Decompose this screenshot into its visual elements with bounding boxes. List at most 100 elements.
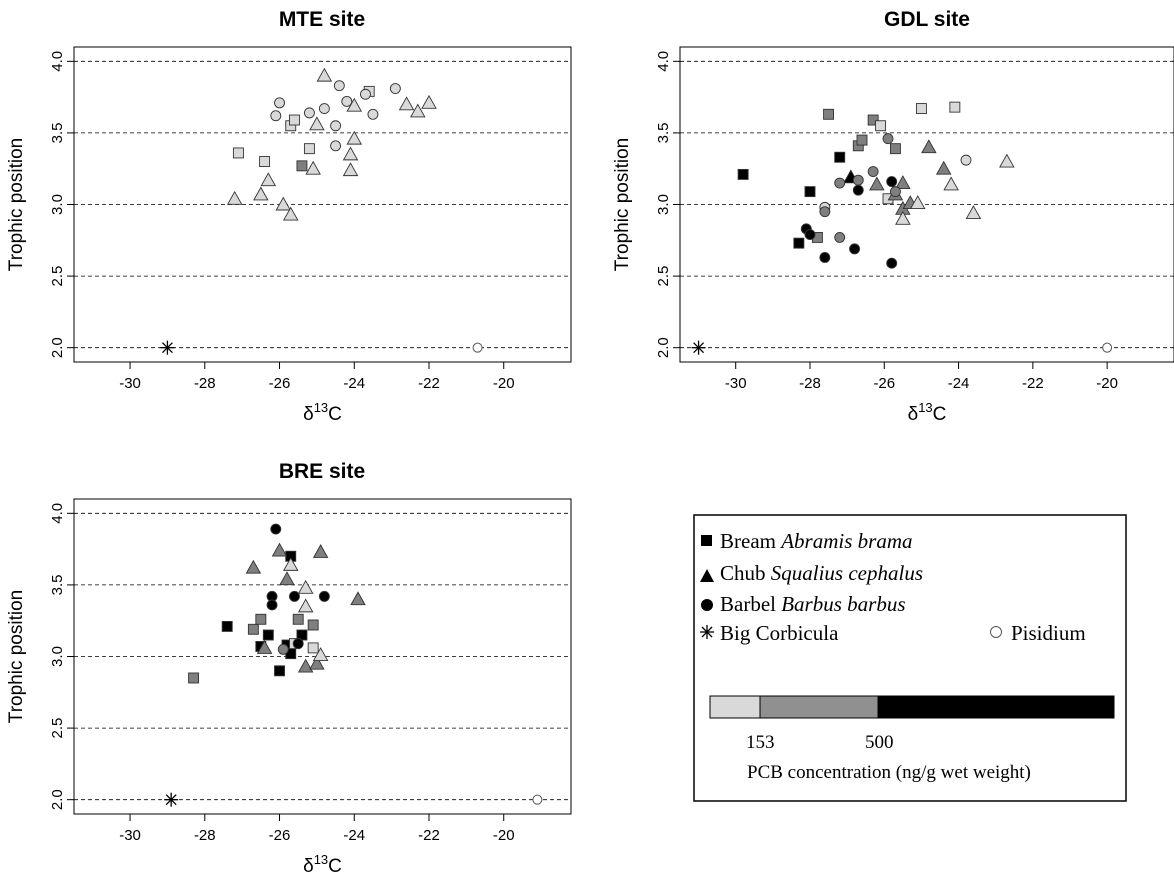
point-barbel xyxy=(292,638,304,650)
point-bream xyxy=(289,114,300,126)
y-tick-label: 3.5 xyxy=(49,574,66,595)
scale-low-segment xyxy=(709,695,761,719)
y-tick-label: 2.0 xyxy=(49,337,66,358)
point-pisidium xyxy=(532,794,543,805)
y-tick-label: 4.0 xyxy=(49,503,66,524)
y-tick-label: 3.0 xyxy=(49,646,66,667)
y-axis-label: Trophic position xyxy=(6,138,27,271)
point-bream xyxy=(737,168,749,180)
legend-pisidium-circle-icon xyxy=(990,626,1002,638)
point-chub xyxy=(312,647,329,662)
point-chub xyxy=(943,176,959,191)
point-bream xyxy=(867,114,879,126)
point-barbel xyxy=(341,95,353,107)
point-chub xyxy=(312,544,329,558)
point-barbel xyxy=(318,590,330,602)
point-bream xyxy=(292,613,304,625)
chart-title: GDL site xyxy=(884,8,970,31)
x-axis-label: δ13C xyxy=(908,400,947,425)
point-corbicula xyxy=(691,340,706,355)
point-bream xyxy=(221,620,233,632)
point-bream xyxy=(188,672,200,684)
point-chub xyxy=(895,175,911,189)
point-barbel xyxy=(852,174,864,186)
point-chub xyxy=(297,598,314,613)
point-chub xyxy=(410,103,426,118)
x-tick-label: -22 xyxy=(418,375,440,392)
chart-title: MTE site xyxy=(279,8,365,31)
point-barbel xyxy=(834,177,846,189)
x-tick-label: -26 xyxy=(269,375,291,392)
point-barbel xyxy=(886,176,898,188)
point-chub xyxy=(342,146,359,161)
point-barbel xyxy=(274,97,285,109)
point-corbicula xyxy=(160,340,175,355)
point-barbel xyxy=(882,133,894,145)
point-barbel xyxy=(389,83,401,94)
legend-barbel-circle-icon xyxy=(701,599,713,611)
point-chub xyxy=(965,205,982,220)
point-chub xyxy=(342,162,359,177)
point-barbel xyxy=(303,107,315,119)
point-chub xyxy=(282,206,299,221)
point-chub xyxy=(275,196,292,211)
point-barbel xyxy=(360,88,371,100)
point-barbel xyxy=(886,257,898,269)
point-barbel xyxy=(834,231,846,243)
x-tick-label: -28 xyxy=(799,375,821,392)
point-chub xyxy=(999,153,1015,168)
y-tick-label: 3.5 xyxy=(49,122,66,143)
point-bream xyxy=(259,156,271,167)
y-tick-label: 2.0 xyxy=(49,789,66,810)
point-barbel xyxy=(333,80,345,92)
point-pisidium xyxy=(1102,342,1113,353)
point-barbel xyxy=(270,523,282,535)
point-bream xyxy=(889,143,901,155)
x-tick-label: -26 xyxy=(269,827,291,844)
x-tick-label: -20 xyxy=(493,375,515,392)
scale-label: PCB concentration (ng/g wet weight) xyxy=(747,762,1031,783)
pcb-color-scale xyxy=(709,695,1115,719)
y-axis-label: Trophic position xyxy=(612,138,633,271)
point-chub xyxy=(869,176,885,191)
point-barbel xyxy=(289,590,300,602)
point-bream xyxy=(875,120,887,132)
legend-pisidium: Pisidium xyxy=(1011,621,1086,645)
point-chub xyxy=(309,116,325,131)
x-tick-label: -26 xyxy=(873,375,895,392)
point-chub xyxy=(398,96,415,111)
point-chub xyxy=(256,639,273,654)
y-tick-label: 3.0 xyxy=(49,194,66,215)
scale-tick-500: 500 xyxy=(865,732,894,753)
point-chub xyxy=(909,195,926,210)
point-barbel xyxy=(867,166,879,178)
point-chub xyxy=(350,591,366,606)
legend-bream: Bream Abramis brama xyxy=(720,529,913,553)
point-pisidium xyxy=(472,342,483,353)
point-barbel xyxy=(889,186,901,198)
point-bream xyxy=(232,147,244,159)
scale-mid-segment xyxy=(759,695,879,719)
point-bream xyxy=(274,665,285,677)
x-tick-label: -30 xyxy=(119,827,141,844)
point-chub xyxy=(895,210,911,225)
x-axis-label: δ13C xyxy=(303,852,342,877)
point-chub xyxy=(253,186,269,201)
point-bream xyxy=(915,103,927,115)
point-bream xyxy=(296,160,308,172)
y-tick-label: 2.0 xyxy=(655,337,672,358)
point-chub xyxy=(935,160,952,175)
point-barbel xyxy=(819,206,831,218)
point-barbel xyxy=(367,108,379,120)
legend-barbel: Barbel Barbus barbus xyxy=(720,592,906,616)
point-chub xyxy=(226,190,243,205)
y-tick-label: 3.0 xyxy=(655,194,672,215)
point-barbel xyxy=(330,140,342,152)
point-bream xyxy=(307,642,319,654)
point-chub xyxy=(297,658,314,673)
chart-panel-bre: BRE site -30 -28 -26 -24 -22 -20 2.0 2.5 3.0 3.5 4.… xyxy=(6,460,572,877)
y-tick-label: 4.0 xyxy=(655,51,672,72)
point-chub xyxy=(279,571,295,586)
point-barbel xyxy=(318,103,330,115)
